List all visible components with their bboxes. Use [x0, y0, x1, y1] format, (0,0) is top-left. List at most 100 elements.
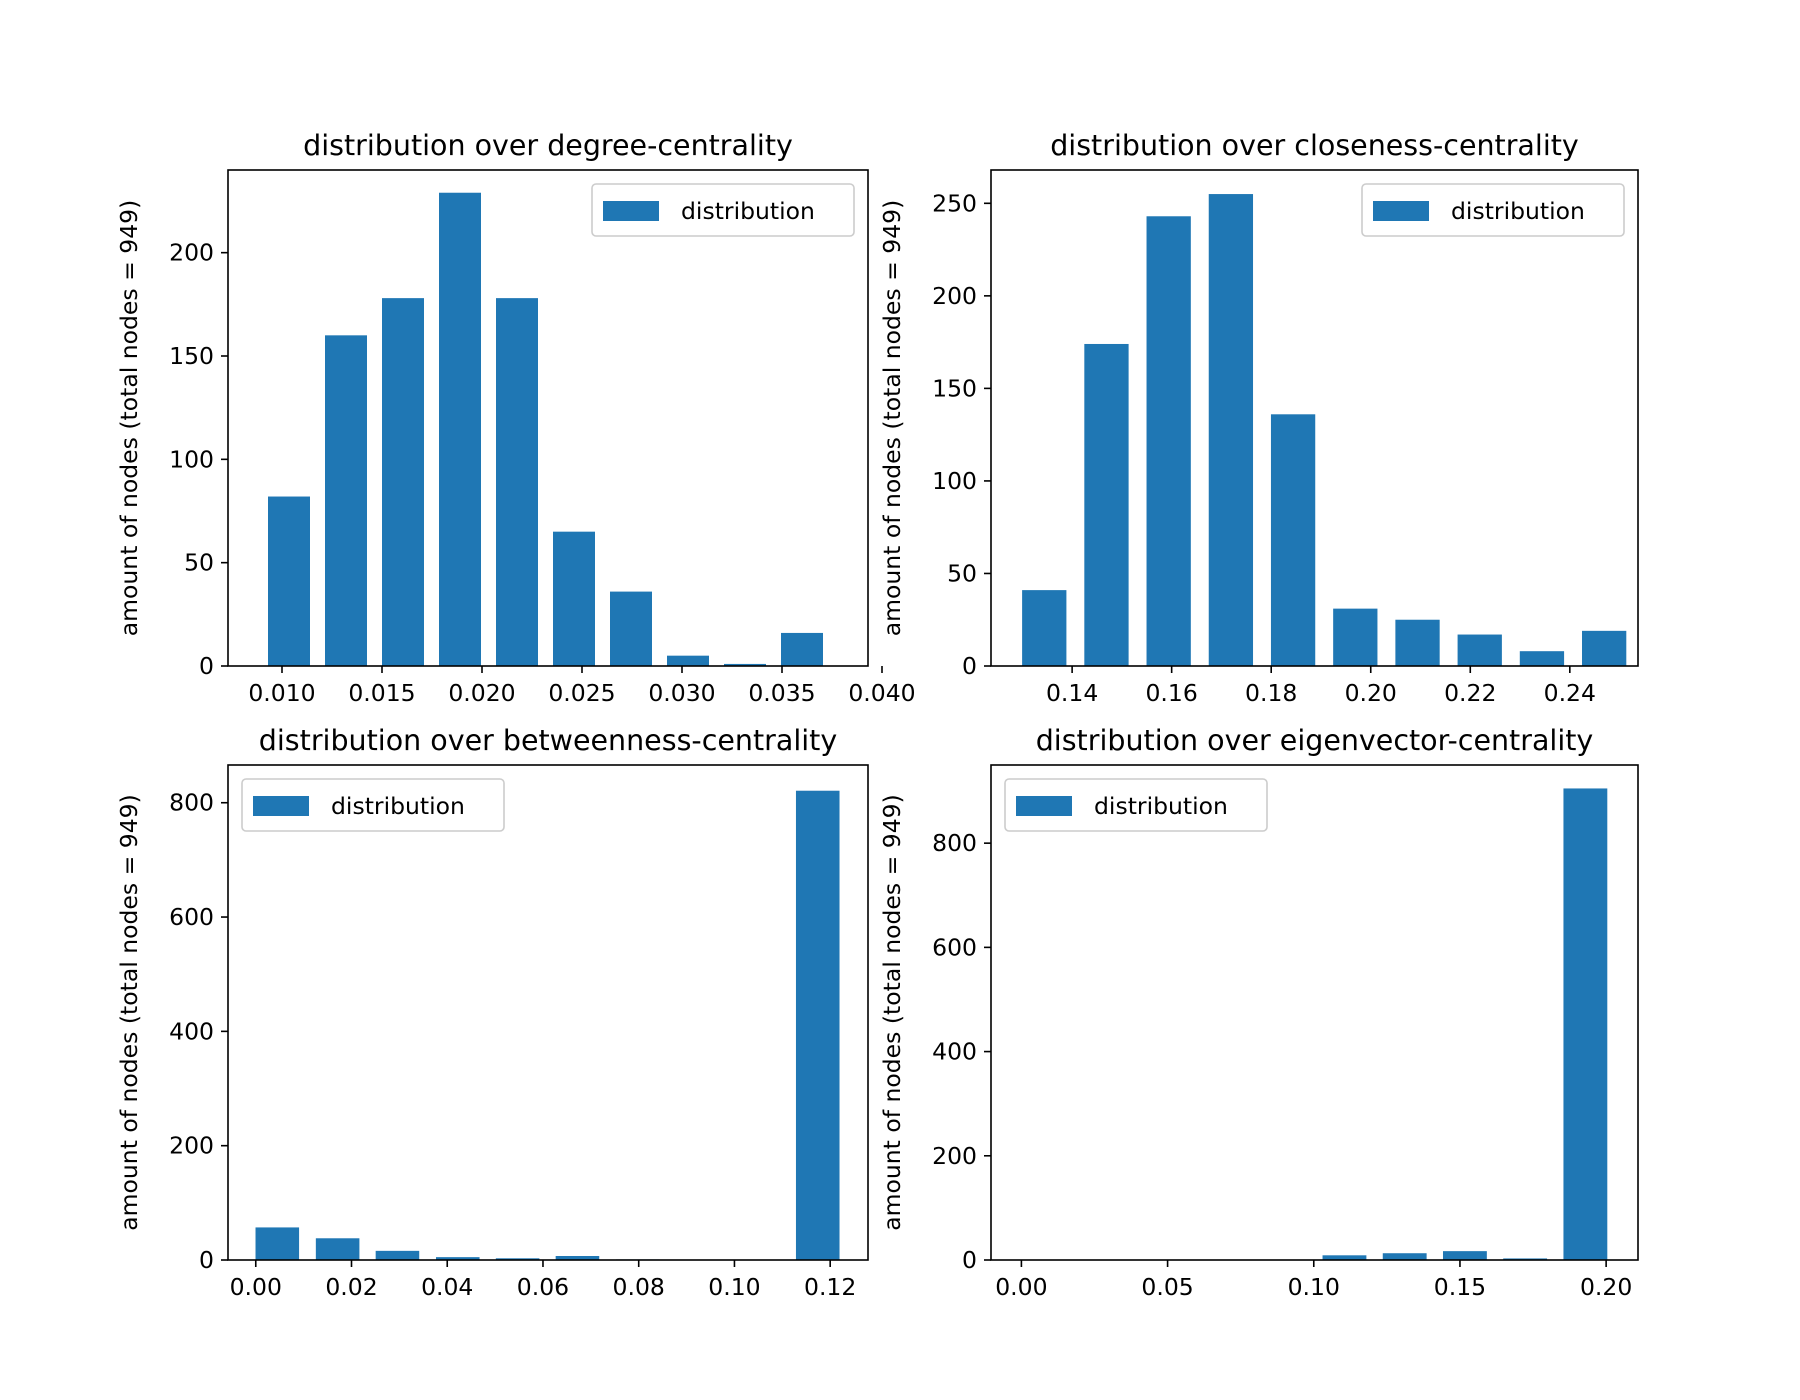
- bar: [724, 663, 766, 666]
- subplot-2: 0.14 0.16 0.18 0.20 0.22 0.24 0 50 100 150 200 250 d…: [878, 129, 1639, 707]
- bar: [375, 1250, 420, 1260]
- subplot-title: distribution over betweenness-centrality: [259, 724, 838, 757]
- x-tick-label: 0.08: [613, 1273, 665, 1301]
- subplot-3: 0.00 0.02 0.04 0.06 0.08 0.10 0.12 0 200 400 600 80…: [115, 724, 869, 1301]
- x-tick-label: 0.030: [648, 679, 715, 707]
- plot-area: [228, 170, 868, 666]
- bar: [667, 655, 709, 666]
- plot-area: [228, 765, 868, 1260]
- x-tick-label: 0.04: [421, 1273, 473, 1301]
- x-tick-label: 0.035: [748, 679, 815, 707]
- bar: [1208, 194, 1254, 666]
- legend: distribution: [241, 778, 505, 832]
- bar: [1270, 414, 1316, 666]
- x-tick-label: 0.06: [517, 1273, 569, 1301]
- y-axis-label: amount of nodes (total nodes = 949): [115, 794, 143, 1231]
- y-tick-label: 0: [199, 1246, 214, 1274]
- subplot-title: distribution over eigenvector-centrality: [1036, 724, 1594, 757]
- bar: [1395, 619, 1440, 666]
- x-tick-label: 0.025: [548, 679, 615, 707]
- x-tick-label: 0.020: [448, 679, 515, 707]
- legend-frame: [1361, 183, 1625, 237]
- bar: [795, 790, 840, 1260]
- y-tick-label: 800: [932, 829, 977, 857]
- legend-label: distribution: [1451, 197, 1585, 225]
- y-tick-label: 0: [962, 1246, 977, 1274]
- bar: [315, 1238, 360, 1260]
- axes-frame: [227, 169, 869, 667]
- x-tick-label: 0.24: [1544, 679, 1596, 707]
- legend-frame: [241, 778, 505, 832]
- x-tick-label: 0.10: [708, 1273, 760, 1301]
- bar: [1084, 343, 1129, 666]
- subplot-title: distribution over degree-centrality: [303, 129, 793, 162]
- legend-swatch: [253, 796, 309, 816]
- y-axis-label: amount of nodes (total nodes = 949): [115, 200, 143, 637]
- x-tick-label: 0.20: [1580, 1273, 1632, 1301]
- y-tick-label: 100: [169, 445, 214, 473]
- bar: [1333, 608, 1378, 666]
- y-tick-label: 200: [169, 239, 214, 267]
- x-tick-label: 0.10: [1288, 1273, 1340, 1301]
- x-tick-label: 0.02: [325, 1273, 377, 1301]
- y-tick-label: 600: [932, 933, 977, 961]
- y-tick-label: 400: [932, 1038, 977, 1066]
- bar: [1382, 1253, 1427, 1260]
- bar: [495, 1258, 540, 1260]
- axes-frame: [227, 764, 869, 1261]
- y-tick-label: 0: [962, 652, 977, 680]
- bar: [1442, 1251, 1487, 1260]
- y-tick-label: 600: [169, 903, 214, 931]
- x-tick-label: 0.015: [348, 679, 415, 707]
- y-tick-label: 400: [169, 1017, 214, 1045]
- bar: [1022, 590, 1067, 666]
- subplot-title: distribution over closeness-centrality: [1050, 129, 1579, 162]
- subplot-4: 0.00 0.05 0.10 0.15 0.20 0 200 400 600 800 distrib…: [878, 724, 1639, 1301]
- legend-swatch: [1016, 796, 1072, 816]
- bar: [1519, 651, 1565, 666]
- y-tick-label: 200: [932, 282, 977, 310]
- legend: distribution: [591, 183, 855, 237]
- legend-frame: [591, 183, 855, 237]
- x-tick-label: 0.12: [804, 1273, 856, 1301]
- bar: [382, 298, 424, 666]
- y-tick-label: 800: [169, 789, 214, 817]
- y-axis-label: amount of nodes (total nodes = 949): [878, 794, 906, 1231]
- y-tick-label: 50: [947, 559, 977, 587]
- y-tick-label: 50: [184, 549, 214, 577]
- y-tick-label: 200: [932, 1142, 977, 1170]
- x-tick-label: 0.00: [230, 1273, 282, 1301]
- x-tick-label: 0.15: [1434, 1273, 1486, 1301]
- subplot-1: 0.010 0.015 0.020 0.025 0.030 0.035 0.040 0 50 10…: [115, 129, 916, 707]
- x-tick-label: 0.22: [1444, 679, 1496, 707]
- legend-swatch: [1373, 201, 1429, 221]
- y-tick-label: 100: [932, 467, 977, 495]
- y-tick-label: 150: [932, 374, 977, 402]
- axes-frame: [990, 169, 1639, 667]
- legend-frame: [1004, 778, 1268, 832]
- legend: distribution: [1004, 778, 1268, 832]
- x-tick-label: 0.14: [1046, 679, 1098, 707]
- x-tick-label: 0.16: [1145, 679, 1197, 707]
- x-tick-label: 0.18: [1245, 679, 1297, 707]
- x-tick-label: 0.05: [1141, 1273, 1193, 1301]
- bar: [255, 1227, 300, 1260]
- bar: [1322, 1255, 1367, 1260]
- bar: [435, 1257, 480, 1260]
- y-tick-label: 250: [932, 189, 977, 217]
- legend-label: distribution: [681, 197, 815, 225]
- legend-swatch: [603, 201, 659, 221]
- x-tick-label: 0.040: [848, 679, 915, 707]
- bar: [268, 496, 310, 666]
- bar: [1457, 634, 1502, 666]
- bar: [781, 632, 823, 666]
- x-tick-label: 0.20: [1345, 679, 1397, 707]
- x-tick-label: 0.010: [248, 679, 315, 707]
- y-tick-label: 0: [199, 652, 214, 680]
- legend-label: distribution: [331, 792, 465, 820]
- legend-label: distribution: [1094, 792, 1228, 820]
- legend: distribution: [1361, 183, 1625, 237]
- bar: [496, 298, 538, 666]
- bar: [553, 531, 595, 666]
